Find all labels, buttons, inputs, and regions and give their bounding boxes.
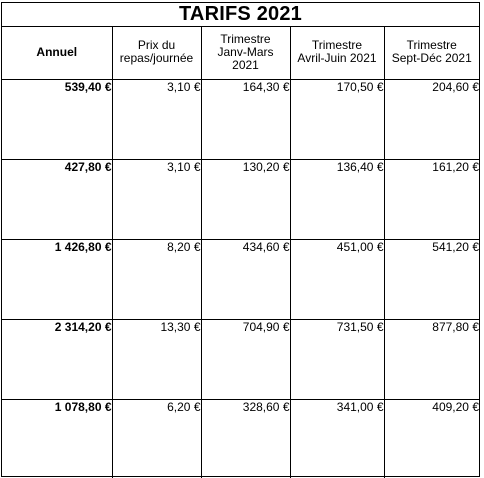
cell-avril-juin: 451,00 € (289, 238, 385, 320)
cell-avril-juin: 136,40 € (289, 158, 385, 240)
cell-annuel: 1 078,80 € (2, 398, 113, 478)
cell-sept-dec: 877,80 € (383, 318, 479, 400)
table-row: 1 426,80 € 8,20 € 434,60 € 451,00 € 541,… (2, 238, 479, 320)
column-header-prix-repas: Prix du repas/journée (111, 26, 202, 80)
title-row: TARIFS 2021 (2, 3, 479, 27)
column-header-trimestre-janv-mars: Trimestre Janv-Mars 2021 (200, 26, 291, 80)
table-title: TARIFS 2021 (179, 3, 302, 25)
cell-janv-mars: 130,20 € (200, 158, 291, 240)
cell-annuel: 539,40 € (2, 78, 113, 160)
column-header-trimestre-sept-dec: Trimestre Sept-Déc 2021 (383, 26, 479, 80)
cell-sept-dec: 204,60 € (383, 78, 479, 160)
cell-annuel: 1 426,80 € (2, 238, 113, 320)
cell-janv-mars: 328,60 € (200, 398, 291, 478)
cell-janv-mars: 704,90 € (200, 318, 291, 400)
table-row: 539,40 € 3,10 € 164,30 € 170,50 € 204,60… (2, 78, 479, 160)
cell-prix-repas: 3,10 € (111, 78, 202, 160)
cell-avril-juin: 170,50 € (289, 78, 385, 160)
cell-prix-repas: 13,30 € (111, 318, 202, 400)
cell-sept-dec: 409,20 € (383, 398, 479, 478)
column-header-trimestre-avril-juin: Trimestre Avril-Juin 2021 (289, 26, 385, 80)
tarifs-table: Annuel Prix du repas/journée Trimestre J… (2, 26, 479, 478)
cell-sept-dec: 161,20 € (383, 158, 479, 240)
cell-janv-mars: 164,30 € (200, 78, 291, 160)
table-row: 2 314,20 € 13,30 € 704,90 € 731,50 € 877… (2, 318, 479, 400)
cell-prix-repas: 8,20 € (111, 238, 202, 320)
table-row: 1 078,80 € 6,20 € 328,60 € 341,00 € 409,… (2, 398, 479, 478)
cell-prix-repas: 3,10 € (111, 158, 202, 240)
cell-prix-repas: 6,20 € (111, 398, 202, 478)
cell-annuel: 2 314,20 € (2, 318, 113, 400)
cell-avril-juin: 341,00 € (289, 398, 385, 478)
cell-avril-juin: 731,50 € (289, 318, 385, 400)
cell-sept-dec: 541,20 € (383, 238, 479, 320)
cell-annuel: 427,80 € (2, 158, 113, 240)
header-row: Annuel Prix du repas/journée Trimestre J… (2, 26, 479, 80)
table-row: 427,80 € 3,10 € 130,20 € 136,40 € 161,20… (2, 158, 479, 240)
cell-janv-mars: 434,60 € (200, 238, 291, 320)
column-header-annuel: Annuel (2, 26, 113, 80)
